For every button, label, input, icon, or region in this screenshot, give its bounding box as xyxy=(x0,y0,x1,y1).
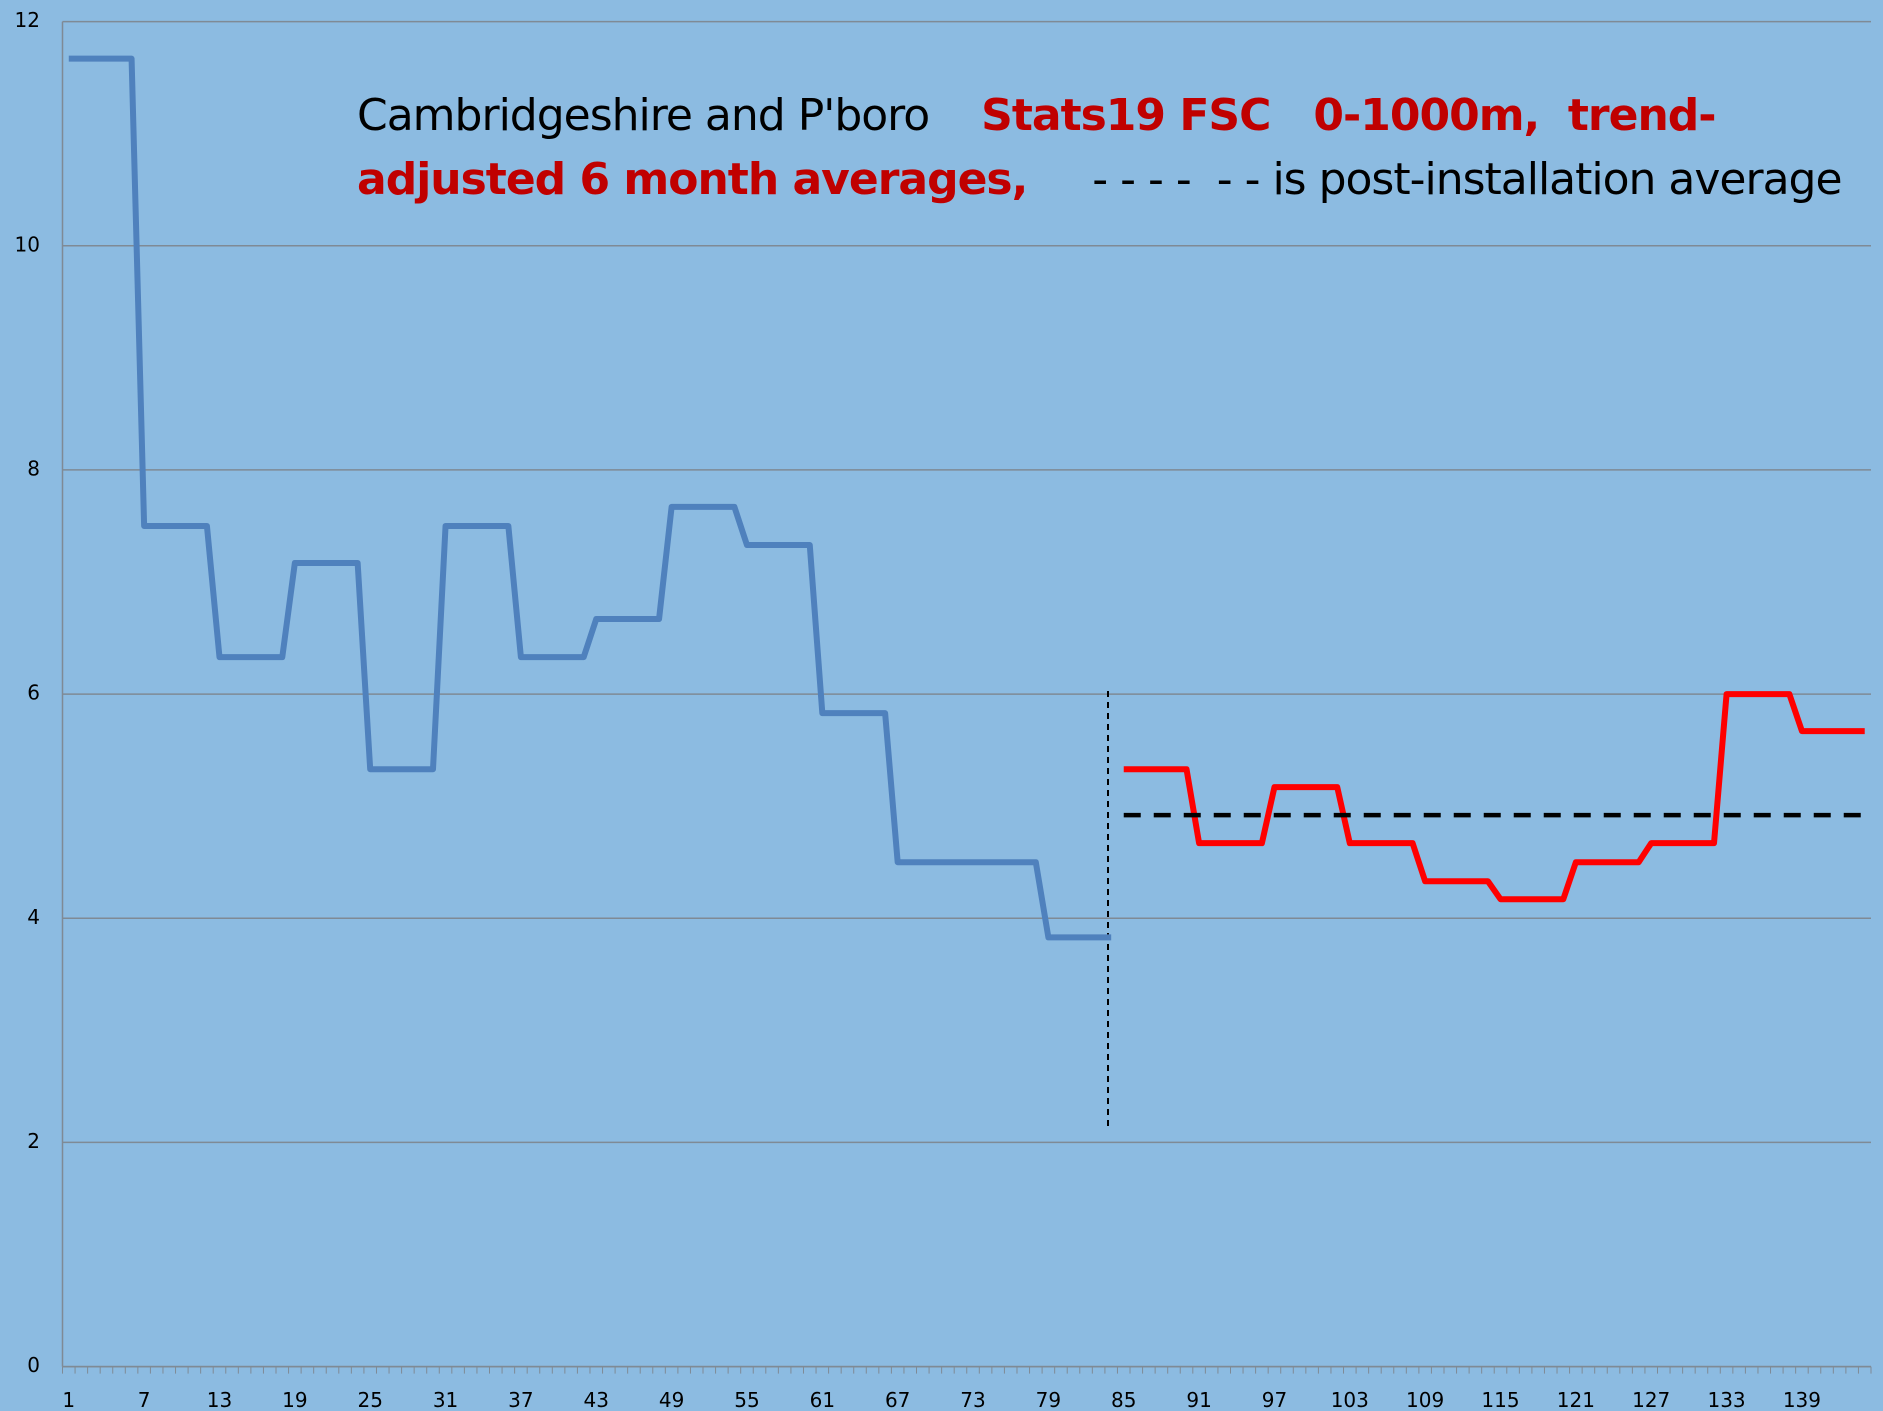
title-part: adjusted 6 month averages, xyxy=(357,154,1028,205)
title-line: Cambridgeshire and P'boro Stats19 FSC 0-… xyxy=(357,84,1842,148)
y-tick-label: 12 xyxy=(15,8,40,32)
x-tick-label: 1 xyxy=(62,1388,75,1411)
y-tick-label: 10 xyxy=(15,232,40,256)
x-tick-label: 67 xyxy=(885,1388,910,1411)
x-tick-label: 91 xyxy=(1186,1388,1211,1411)
x-tick-label: 115 xyxy=(1481,1388,1519,1411)
x-tick-label: 73 xyxy=(960,1388,985,1411)
x-tick-label: 55 xyxy=(734,1388,759,1411)
y-tick-label: 0 xyxy=(27,1353,40,1377)
x-tick-label: 13 xyxy=(207,1388,232,1411)
y-tick-label: 4 xyxy=(27,905,40,929)
title-part: Stats19 FSC 0-1000m, trend- xyxy=(981,90,1716,141)
title-part: - - - - - - is post-installation average xyxy=(1027,154,1842,205)
x-tick-label: 49 xyxy=(659,1388,684,1411)
series-line xyxy=(1123,691,1865,903)
x-tick-label: 79 xyxy=(1036,1388,1061,1411)
x-tick-label: 109 xyxy=(1406,1388,1444,1411)
x-tick-label: 133 xyxy=(1707,1388,1745,1411)
x-tick-label: 61 xyxy=(810,1388,835,1411)
x-tick-label: 85 xyxy=(1111,1388,1136,1411)
title-line: adjusted 6 month averages, - - - - - - i… xyxy=(357,148,1843,212)
x-tick-label: 43 xyxy=(584,1388,609,1411)
x-tick-label: 37 xyxy=(508,1388,533,1411)
y-tick-label: 6 xyxy=(27,681,40,705)
y-tick-label: 8 xyxy=(27,456,40,480)
x-tick-label: 97 xyxy=(1262,1388,1287,1411)
x-tick-label: 31 xyxy=(433,1388,458,1411)
x-tick-label: 19 xyxy=(282,1388,307,1411)
x-tick-label: 121 xyxy=(1557,1388,1595,1411)
y-tick-label: 2 xyxy=(27,1129,40,1153)
title-part: Cambridgeshire and P'boro xyxy=(357,90,982,141)
x-tick-label: 7 xyxy=(138,1388,151,1411)
x-tick-label: 103 xyxy=(1331,1388,1369,1411)
chart-title: Cambridgeshire and P'boro Stats19 FSC 0-… xyxy=(357,84,1843,212)
x-tick-label: 25 xyxy=(357,1388,382,1411)
x-tick-label: 127 xyxy=(1632,1388,1670,1411)
series-line xyxy=(68,55,1112,941)
x-tick-label: 139 xyxy=(1783,1388,1821,1411)
